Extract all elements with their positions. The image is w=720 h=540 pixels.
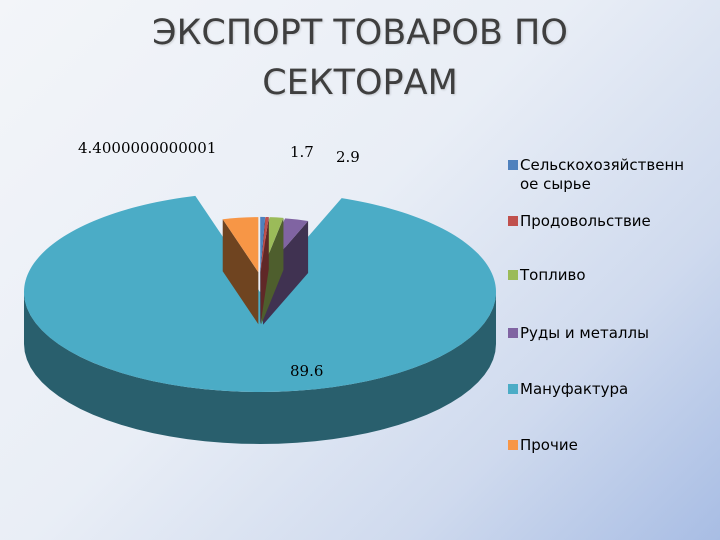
legend-swatch-manufacture: [508, 384, 518, 394]
legend-label-fuel: Топливо: [520, 266, 586, 284]
legend-swatch-food: [508, 216, 518, 226]
pie-slice-manufacture: [23, 195, 496, 444]
data-label-ores-metals: 2.9: [336, 148, 360, 166]
legend-label-manufacture: Мануфактура: [520, 380, 629, 398]
pie-slice-wall2-ores-metals: [263, 220, 309, 325]
legend-item-other: Прочие: [508, 436, 708, 455]
legend-swatch-ores-metals: [508, 328, 518, 338]
legend-item-ores-metals: Руды и металлы: [508, 324, 708, 343]
data-labels: 1.7 2.9 89.6 4.4000000000001: [78, 139, 360, 380]
pie-slices: [23, 195, 496, 444]
legend-label-ores-metals: Руды и металлы: [520, 324, 649, 342]
pie-slice-top-other: [222, 217, 259, 273]
pie-slice-top-agricultural: [260, 216, 266, 273]
legend-label-agricultural: Сельскохозяйственн ое сырье: [520, 156, 685, 193]
pie-slice-wall2-fuel: [261, 217, 284, 325]
legend-swatch-fuel: [508, 270, 518, 280]
data-label-other: 4.4000000000001: [78, 139, 216, 157]
legend-item-agricultural: Сельскохозяйственн ое сырье: [508, 156, 708, 194]
data-label-manufacture: 89.6: [290, 362, 323, 380]
chart-title-line-2: СЕКТОРАМ: [262, 63, 458, 103]
data-label-fuel: 1.7: [290, 143, 314, 161]
legend-swatch-agricultural: [508, 160, 518, 170]
legend-label-other: Прочие: [520, 436, 578, 454]
pie-slice-other: [222, 217, 259, 325]
pie-slice-wall-other: [222, 219, 259, 325]
pie-slice-food: [260, 216, 269, 325]
legend-item-manufacture: Мануфактура: [508, 380, 708, 399]
pie-slice-top-food: [260, 216, 269, 273]
legend-swatch-other: [508, 440, 518, 450]
legend-item-fuel: Топливо: [508, 266, 708, 285]
legend-label-food: Продовольствие: [520, 212, 651, 230]
pie-slice-top-manufacture: [23, 195, 496, 392]
pie-slice-wall2-food: [260, 217, 269, 325]
legend-item-food: Продовольствие: [508, 212, 708, 231]
pie-slice-side-manufacture: [24, 292, 496, 444]
chart-title: ЭКСПОРТ ТОВАРОВ ПО СЕКТОРАМ: [60, 8, 660, 108]
chart-title-line-1: ЭКСПОРТ ТОВАРОВ ПО: [152, 13, 568, 53]
